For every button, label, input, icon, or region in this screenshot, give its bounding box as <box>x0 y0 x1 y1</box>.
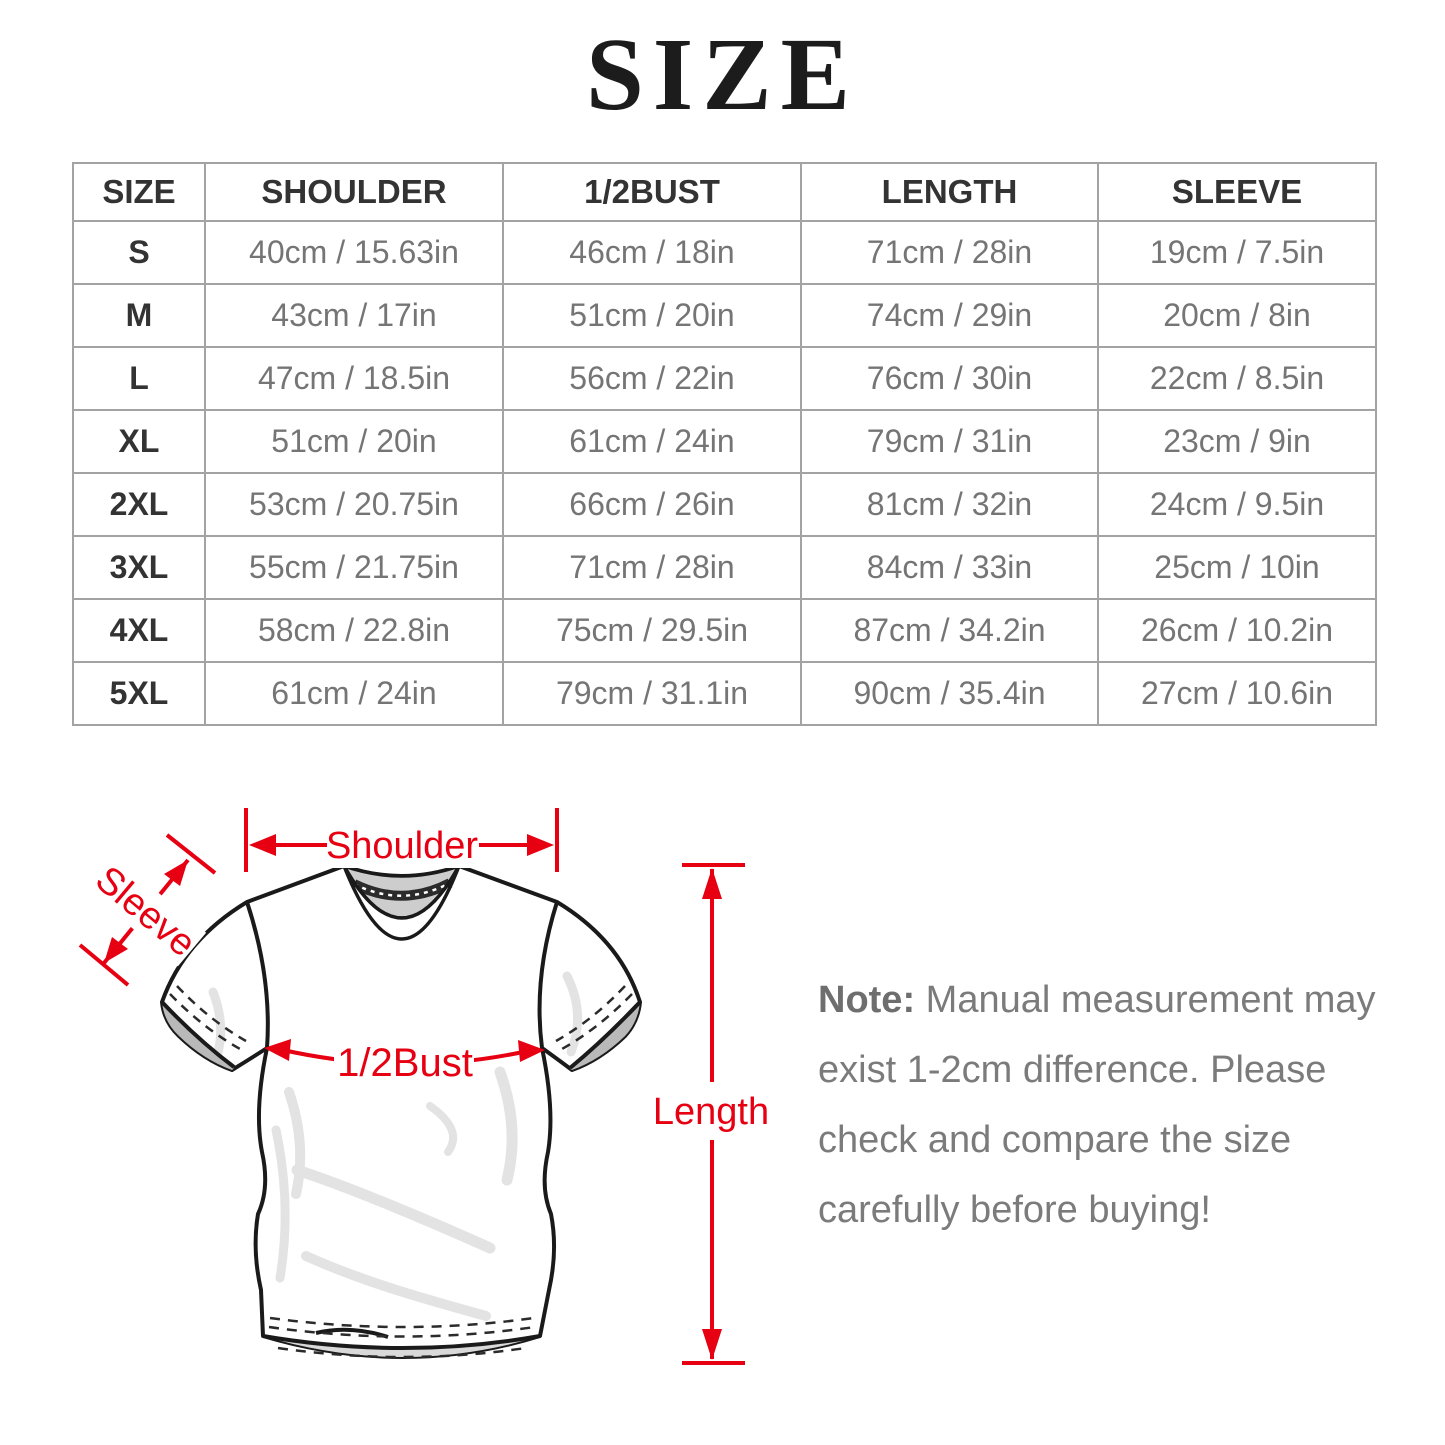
bust-label: 1/2Bust <box>337 1041 473 1085</box>
measurement-cell: 75cm / 29.5in <box>502 598 802 663</box>
size-cell: 2XL <box>72 472 206 537</box>
size-cell: S <box>72 220 206 285</box>
sleeve-arrowhead-lower <box>104 937 128 963</box>
size-cell: M <box>72 283 206 348</box>
left-cuff-fold-line <box>160 1000 236 1069</box>
measurement-cell: 26cm / 10.2in <box>1097 598 1377 663</box>
size-row: 2XL 53cm / 20.75in 66cm / 26in 81cm / 32in 2… <box>72 472 1377 537</box>
measurement-cell: 76cm / 30in <box>800 346 1099 411</box>
tshirt-measurement-diagram: Shoulder Sleeve 1/2Bust Length <box>78 808 769 1365</box>
size-row: 3XL 55cm / 21.75in 71cm / 28in 84cm / 33in 2… <box>72 535 1377 600</box>
measurement-cell: 71cm / 28in <box>800 220 1099 285</box>
measurement-cell: 51cm / 20in <box>204 409 504 474</box>
size-row: 4XL 58cm / 22.8in 75cm / 29.5in 87cm / 34.2… <box>72 598 1377 663</box>
measurement-cell: 47cm / 18.5in <box>204 346 504 411</box>
shoulder-label: Shoulder <box>326 825 478 867</box>
measurement-cell: 84cm / 33in <box>800 535 1099 600</box>
header-row: SIZE SHOULDER 1/2BUST LENGTH SLEEVE <box>72 162 1377 222</box>
column-header: 1/2BUST <box>502 162 802 222</box>
hem-notch <box>315 1327 389 1339</box>
size-cell: 5XL <box>72 661 206 726</box>
left-sleeve-seam <box>245 901 270 1049</box>
note-line: carefully before buying! <box>818 1189 1211 1231</box>
measurement-cell: 66cm / 26in <box>502 472 802 537</box>
measurement-cell: 46cm / 18in <box>502 220 802 285</box>
measurement-cell: 79cm / 31.1in <box>502 661 802 726</box>
length-dimension-arrow <box>682 863 745 1365</box>
sleeve-arrowhead-upper <box>164 860 188 886</box>
column-header: SHOULDER <box>204 162 504 222</box>
measurement-cell: 53cm / 20.75in <box>204 472 504 537</box>
measurement-cell: 23cm / 9in <box>1097 409 1377 474</box>
measurement-cell: 61cm / 24in <box>502 409 802 474</box>
measurement-cell: 19cm / 7.5in <box>1097 220 1377 285</box>
bust-label-bg <box>334 1040 474 1084</box>
column-header: LENGTH <box>800 162 1099 222</box>
size-row: S 40cm / 15.63in 46cm / 18in 71cm / 28in 19c… <box>72 220 1377 285</box>
measurement-cell: 56cm / 22in <box>502 346 802 411</box>
size-cell: 3XL <box>72 535 206 600</box>
hem-fold-band <box>263 1336 540 1357</box>
size-cell: 4XL <box>72 598 206 663</box>
measurement-cell: 55cm / 21.75in <box>204 535 504 600</box>
size-table: SIZE SHOULDER 1/2BUST LENGTH SLEEVE S 40cm / … <box>72 162 1377 726</box>
bust-arrowhead-left <box>264 1039 291 1061</box>
measurement-cell: 71cm / 28in <box>502 535 802 600</box>
length-arrowhead-bottom <box>702 1329 722 1360</box>
fabric-wrinkles <box>208 971 583 1321</box>
measurement-cell: 79cm / 31in <box>800 409 1099 474</box>
measurement-cell: 25cm / 10in <box>1097 535 1377 600</box>
measurement-cell: 81cm / 32in <box>800 472 1099 537</box>
cuff-stitching <box>169 985 633 1051</box>
measurement-cell: 74cm / 29in <box>800 283 1099 348</box>
size-cell: XL <box>72 409 206 474</box>
shoulder-arrowhead-left <box>249 834 276 856</box>
right-cuff-fold-line <box>568 1000 642 1070</box>
measurement-cell: 24cm / 9.5in <box>1097 472 1377 537</box>
measurement-cell: 40cm / 15.63in <box>204 220 504 285</box>
note-line: exist 1-2cm difference. Please <box>818 1049 1327 1091</box>
measurement-cell: 58cm / 22.8in <box>204 598 504 663</box>
size-row: XL 51cm / 20in 61cm / 24in 79cm / 31in 23cm … <box>72 409 1377 474</box>
measurement-cell: 27cm / 10.6in <box>1097 661 1377 726</box>
shoulder-label-bg <box>327 824 479 868</box>
length-arrowhead-top <box>702 868 722 899</box>
page-title: SIZE <box>585 17 860 132</box>
sleeve-label-bg <box>85 855 207 967</box>
column-header: SLEEVE <box>1097 162 1377 222</box>
note-line: Note: Manual measurement may <box>818 979 1376 1021</box>
measurement-cell: 90cm / 35.4in <box>800 661 1099 726</box>
measurement-cell: 43cm / 17in <box>204 283 504 348</box>
size-row: 5XL 61cm / 24in 79cm / 31.1in 90cm / 35.4in… <box>72 661 1377 726</box>
measurement-cell: 51cm / 20in <box>502 283 802 348</box>
collar-back-stitch <box>353 881 451 897</box>
right-sleeve-seam <box>537 901 559 1049</box>
shoulder-arrowhead-right <box>527 834 554 856</box>
size-row: M 43cm / 17in 51cm / 20in 74cm / 29in 20cm /… <box>72 283 1377 348</box>
sleeve-label: Sleeve <box>87 858 203 965</box>
bust-arrowhead-right <box>518 1040 545 1062</box>
size-row: L 47cm / 18.5in 56cm / 22in 76cm / 30in 22cm… <box>72 346 1377 411</box>
measurement-cell: 20cm / 8in <box>1097 283 1377 348</box>
measurement-cell: 61cm / 24in <box>204 661 504 726</box>
measurement-cell: 22cm / 8.5in <box>1097 346 1377 411</box>
column-header: SIZE <box>72 162 206 222</box>
measurement-cell: 87cm / 34.2in <box>800 598 1099 663</box>
hem-stitching <box>268 1316 536 1359</box>
note-prefix: Note: <box>818 979 916 1021</box>
size-cell: L <box>72 346 206 411</box>
length-label: Length <box>653 1091 769 1133</box>
note-text: Note: Manual measurement may exist 1-2cm… <box>818 965 1398 1245</box>
note-line: check and compare the size <box>818 1119 1292 1161</box>
hem-fold-line <box>262 1334 541 1350</box>
